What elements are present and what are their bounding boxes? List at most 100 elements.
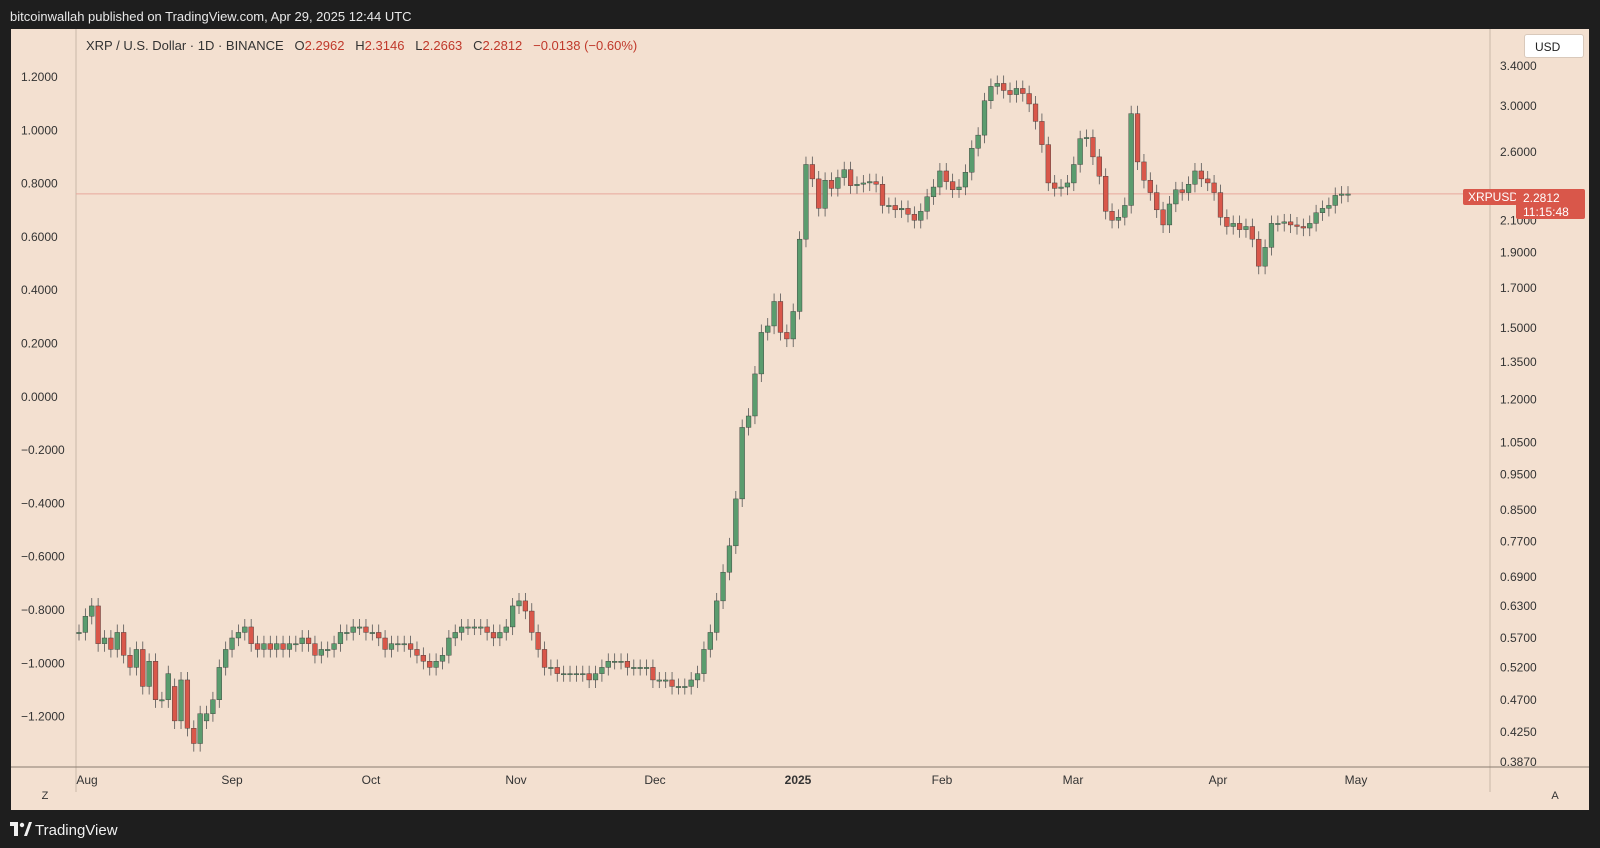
candle-down <box>777 301 784 333</box>
candle-up <box>592 673 599 681</box>
candle-up <box>114 632 120 650</box>
candle-down <box>1154 192 1160 211</box>
candle-up <box>401 643 407 646</box>
left-axis-tick: 1.2000 <box>21 70 58 84</box>
right-axis-tick: 1.2000 <box>1500 393 1537 407</box>
candle-up <box>318 649 324 656</box>
candle-down <box>873 181 879 185</box>
candle-up <box>867 181 873 184</box>
top-bar: bitcoinwallah published on TradingView.c… <box>0 0 1600 29</box>
candle-up <box>1313 212 1319 224</box>
tradingview-logo-icon[interactable] <box>10 822 32 836</box>
candle-up <box>637 667 643 669</box>
candle-up <box>350 626 356 633</box>
candle-down <box>848 169 854 186</box>
auto-scale-z-button[interactable]: Z <box>41 790 49 802</box>
candle-down <box>1020 88 1026 94</box>
time-axis-label: Aug <box>76 773 97 787</box>
candle-up <box>548 667 554 669</box>
candle-down <box>1045 144 1051 184</box>
chart-svg[interactable]: 1.2000 1.0000 0.8000 0.6000 0.4000 0.2000 0.00… <box>11 29 1589 810</box>
right-axis-tick: 1.5000 <box>1500 321 1537 335</box>
time-axis-label: Oct <box>362 773 381 787</box>
high-label: H <box>355 38 365 53</box>
candle-up <box>1307 223 1313 229</box>
candle-up <box>337 632 344 644</box>
candle-up <box>612 661 618 663</box>
auto-scale-a-button[interactable]: A <box>1551 790 1559 802</box>
candle-up <box>969 148 975 173</box>
candle-up <box>299 637 305 644</box>
right-axis-tick: 1.3500 <box>1500 355 1537 369</box>
candle-up <box>790 311 796 340</box>
candle-up <box>733 498 739 547</box>
right-axis-tick: 1.9000 <box>1500 245 1537 259</box>
candle-up <box>1013 88 1020 95</box>
candle-down <box>1217 192 1224 218</box>
candle-down <box>1032 103 1039 122</box>
candle-up <box>975 134 981 149</box>
candle-up <box>1262 247 1268 267</box>
candle-down <box>1249 226 1255 240</box>
left-axis-tick: 1.0000 <box>21 123 58 137</box>
candle-down <box>414 649 420 656</box>
candle-up <box>841 169 847 178</box>
low-label: L <box>415 38 423 53</box>
candle-down <box>484 626 490 633</box>
candle-up <box>675 686 682 688</box>
candle-up <box>503 626 509 633</box>
candle-down <box>427 661 433 668</box>
low-value: 2.2663 <box>422 38 463 53</box>
candle-up <box>293 643 299 646</box>
candle-up <box>465 626 471 629</box>
candle-down <box>382 637 388 650</box>
left-axis-tick: 0.8000 <box>21 177 58 191</box>
candle-down <box>905 208 911 215</box>
left-axis-tick: 0.0000 <box>21 390 58 404</box>
candles-group <box>76 75 1351 752</box>
bar-countdown: 11:15:48 <box>1523 205 1569 219</box>
currency-button[interactable]: USD <box>1524 34 1584 58</box>
right-axis-tick: 0.6900 <box>1500 570 1537 584</box>
candle-up <box>643 667 650 669</box>
candle-up <box>561 673 567 676</box>
candle-down <box>121 632 127 656</box>
candle-up <box>930 186 937 198</box>
candle-up <box>1230 223 1236 227</box>
candle-up <box>510 605 516 628</box>
candle-up <box>796 238 803 312</box>
candle-down <box>1147 180 1153 193</box>
candle-up <box>388 643 395 650</box>
right-axis-tick: 0.8500 <box>1500 503 1537 517</box>
candle-up <box>439 655 446 662</box>
candle-up <box>1122 205 1128 218</box>
candle-down <box>95 605 101 644</box>
candle-down <box>1256 238 1262 267</box>
right-axis-tick: 3.0000 <box>1500 99 1537 113</box>
candle-up <box>1166 203 1173 226</box>
chart-area[interactable]: 1.2000 1.0000 0.8000 0.6000 0.4000 0.2000 0.00… <box>11 29 1589 810</box>
candle-up <box>962 172 968 188</box>
candle-up <box>739 427 745 500</box>
candle-up <box>471 626 477 629</box>
candle-up <box>1319 208 1326 213</box>
candle-down <box>152 661 159 700</box>
candle-up <box>76 632 82 634</box>
candle-up <box>433 661 439 668</box>
candle-down <box>248 626 254 644</box>
candle-down <box>586 673 592 681</box>
candle-down <box>407 643 414 650</box>
symbol-tag: XRPUSD <box>1463 189 1524 205</box>
candle-down <box>376 632 382 639</box>
close-value: 2.2812 <box>482 38 523 53</box>
candle-up <box>159 699 165 702</box>
candle-down <box>312 643 318 656</box>
right-axis-tick: 1.0500 <box>1500 435 1537 449</box>
candle-up <box>197 713 203 744</box>
last-price: 2.2812 <box>1523 191 1560 205</box>
candle-up <box>1339 193 1345 196</box>
right-axis-tick: 3.4000 <box>1500 59 1537 73</box>
candle-up <box>899 208 905 211</box>
time-axis-label: May <box>1345 773 1368 787</box>
footer-brand[interactable]: TradingView <box>35 822 118 839</box>
